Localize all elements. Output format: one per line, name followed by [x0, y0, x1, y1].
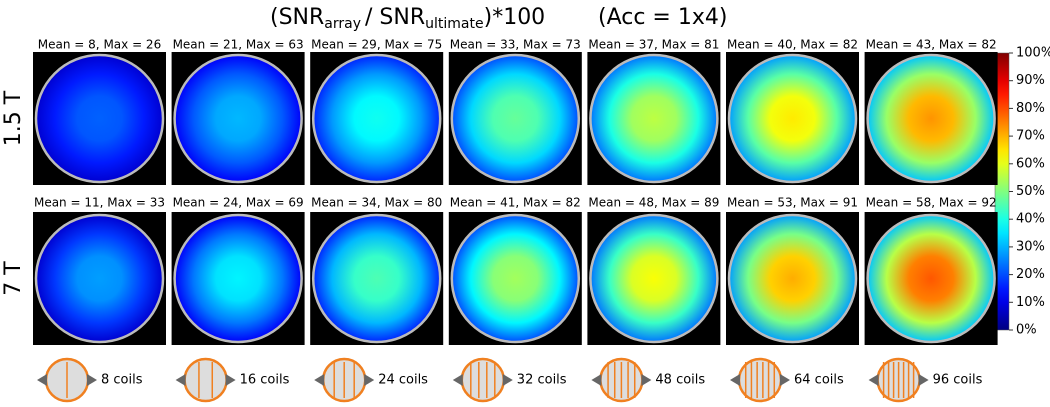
coil-label: 96 coils	[933, 373, 983, 388]
snr-map	[867, 215, 995, 342]
panel-label: Mean = 37, Max = 81	[588, 38, 719, 52]
panel-label: Mean = 24, Max = 69	[173, 196, 304, 210]
panel-label: Mean = 43, Max = 82	[866, 38, 997, 52]
snr-map	[174, 55, 302, 182]
panel-label: Mean = 21, Max = 63	[173, 38, 304, 52]
coil-arrow	[918, 374, 929, 386]
coil-label: 16 coils	[240, 373, 290, 388]
title-acc: (Acc = 1x4)	[598, 5, 727, 30]
row-label: 1.5 T	[1, 90, 26, 146]
map-outline	[866, 213, 996, 344]
title: (SNRarray / SNRultimate)*100	[270, 5, 545, 32]
map-outline	[450, 53, 581, 184]
title-part: (SNR	[270, 5, 324, 30]
map-outline	[589, 213, 719, 344]
map-outline	[450, 213, 581, 344]
map-outline	[727, 53, 858, 184]
coil-arrow	[730, 374, 740, 386]
coil-arrow	[780, 374, 790, 386]
snr-map	[36, 55, 163, 182]
map-outline	[34, 213, 165, 344]
colorbar-label: 80%	[1016, 101, 1045, 116]
map-outline	[727, 213, 858, 344]
map-outline	[866, 53, 996, 184]
coil-arrow	[364, 374, 375, 386]
colorbar-label: 40%	[1016, 212, 1045, 227]
map-outline	[34, 53, 165, 184]
coil-label: 32 coils	[517, 373, 567, 388]
map-outline	[173, 53, 303, 184]
row-label: 7 T	[1, 261, 26, 296]
coil-label: 64 coils	[794, 373, 844, 388]
snr-map	[174, 215, 302, 342]
coil-arrow	[452, 374, 463, 386]
panel-label: Mean = 41, Max = 82	[450, 196, 581, 210]
panel-label: Mean = 34, Max = 80	[311, 196, 442, 210]
map-outline	[173, 213, 303, 344]
coil-arrow	[175, 374, 186, 386]
coil-arrow	[502, 374, 513, 386]
title-part: / SNR	[365, 5, 425, 30]
title-part: )*100	[484, 5, 546, 30]
snr-map	[729, 215, 856, 342]
title-sub: array	[324, 16, 361, 32]
map-outline	[311, 213, 442, 344]
colorbar-label: 90%	[1016, 73, 1045, 88]
panel-label: Mean = 58, Max = 92	[866, 196, 997, 210]
panel-label: Mean = 8, Max = 26	[38, 38, 161, 52]
coil-label: 48 coils	[655, 373, 705, 388]
snr-map	[867, 55, 995, 182]
snr-map	[729, 55, 856, 182]
title-sub: ultimate	[425, 16, 483, 32]
coil-arrow	[868, 374, 879, 386]
snr-map	[313, 55, 441, 182]
coil-label: 8 coils	[101, 373, 143, 388]
map-outline	[589, 53, 719, 184]
panel-label: Mean = 29, Max = 75	[311, 38, 442, 52]
coil-arrow	[225, 374, 236, 386]
coil-arrow	[87, 374, 97, 386]
panel-label: Mean = 48, Max = 89	[588, 196, 719, 210]
snr-map	[590, 215, 718, 342]
colorbar-label: 70%	[1016, 129, 1045, 144]
snr-map	[590, 55, 718, 182]
colorbar-label: 0%	[1016, 323, 1037, 338]
snr-map	[313, 215, 441, 342]
panel-label: Mean = 53, Max = 91	[727, 196, 858, 210]
coil-label: 24 coils	[378, 373, 428, 388]
colorbar-label: 10%	[1016, 295, 1045, 310]
coil-arrow	[314, 374, 325, 386]
panel-label: Mean = 40, Max = 82	[727, 38, 858, 52]
snr-map	[451, 215, 579, 342]
colorbar-label: 20%	[1016, 267, 1045, 282]
colorbar-label: 100%	[1016, 46, 1050, 61]
colorbar-label: 30%	[1016, 239, 1045, 254]
colorbar-label: 60%	[1016, 156, 1045, 171]
panel-label: Mean = 11, Max = 33	[34, 196, 165, 210]
coil-arrow	[37, 374, 47, 386]
coil-arrow	[591, 374, 602, 386]
colorbar-label: 50%	[1016, 184, 1045, 199]
coil-arrow	[641, 374, 652, 386]
snr-map	[36, 215, 163, 342]
snr-map	[451, 55, 579, 182]
map-outline	[311, 53, 442, 184]
coil-sphere	[183, 357, 228, 403]
coil-sphere	[460, 357, 506, 403]
panel-label: Mean = 33, Max = 73	[450, 38, 581, 52]
